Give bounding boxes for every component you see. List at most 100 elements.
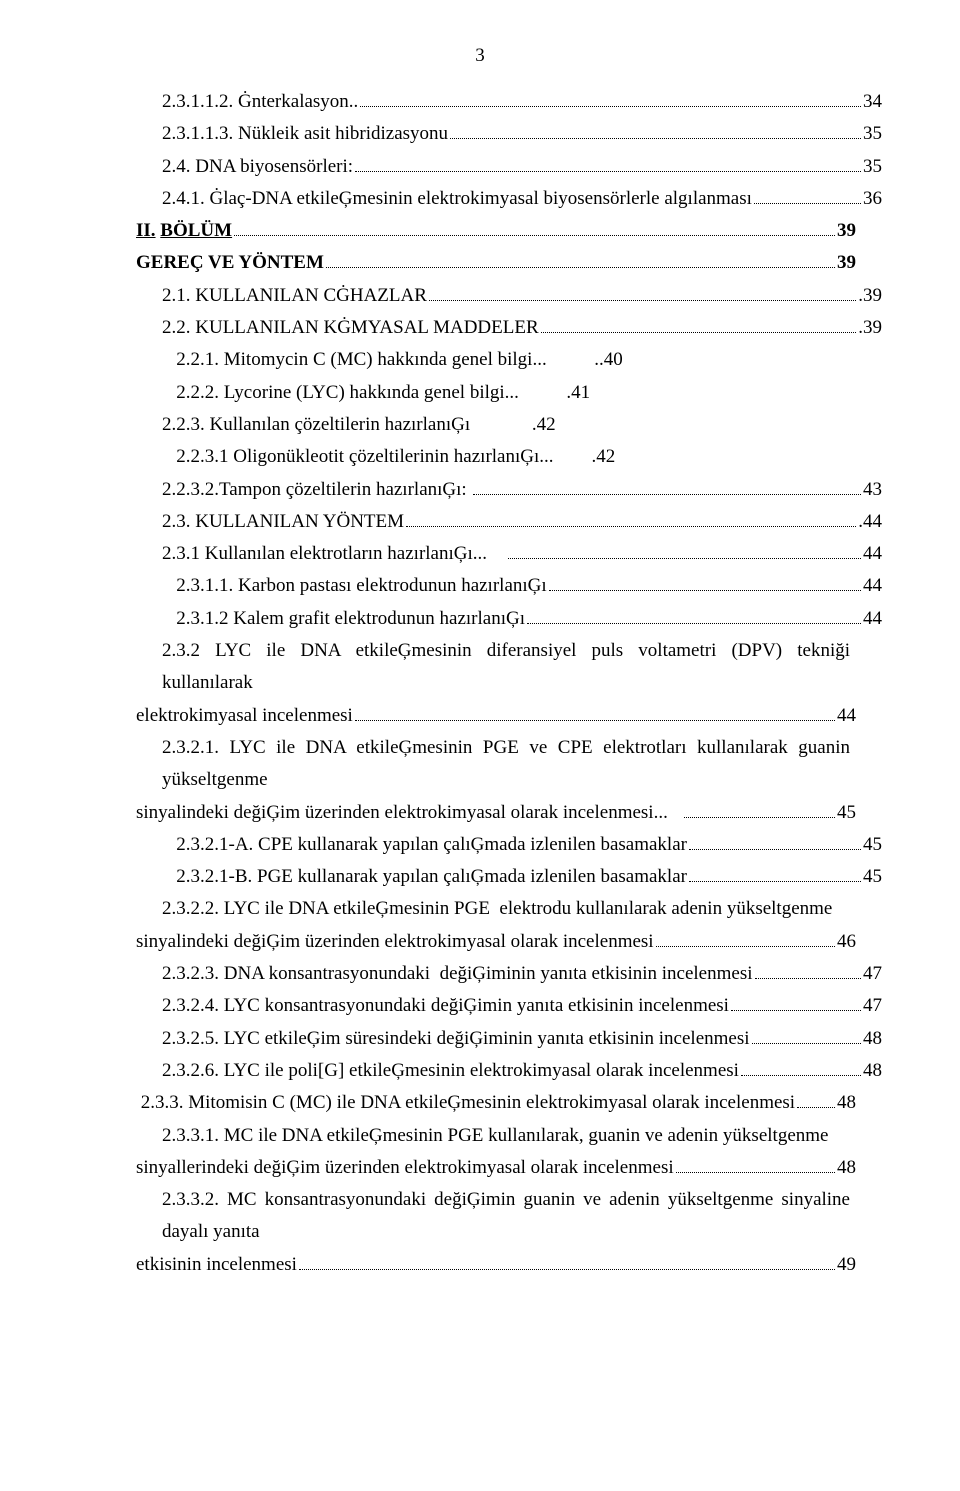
toc-dots	[754, 203, 861, 204]
toc-text: 2.3.2.6. LYC ile poli[G] etkileĢmesinin …	[162, 1055, 739, 1087]
toc-dots	[676, 1172, 835, 1173]
toc-text: II. BÖLÜM	[136, 215, 232, 247]
toc-dots	[299, 1269, 835, 1270]
toc-dots	[355, 720, 835, 721]
toc-line: 2.3.3.1. MC ile DNA etkileĢmesinin PGE k…	[130, 1120, 850, 1152]
toc-page: 43	[863, 474, 882, 506]
toc-line: 2.1. KULLANILAN CĠHAZLAR .39	[130, 280, 882, 312]
toc-text: 2.3.2.1-A. CPE kullanarak yapılan çalıĢm…	[162, 829, 687, 861]
toc-text: 2.3.1.1.3. Nükleik asit hibridizasyonu	[162, 118, 448, 150]
toc-dots	[731, 1010, 861, 1011]
toc-dots	[406, 526, 856, 527]
toc-dots	[656, 946, 835, 947]
toc-text: sinyalindeki değiĢim üzerinden elektroki…	[136, 797, 682, 829]
toc-text: 2.2.3.1 Oligonükleotit çözeltilerinin ha…	[162, 441, 615, 473]
toc-line: 2.2.3.2.Tampon çözeltilerin hazırlanıĢı:…	[130, 474, 882, 506]
page: 3 2.3.1.1.2. Ġnterkalasyon..342.3.1.1.3.…	[0, 0, 960, 1491]
toc-text: 2.3.1.1. Karbon pastası elektrodunun haz…	[162, 570, 547, 602]
toc-text: sinyalindeki değiĢim üzerinden elektroki…	[136, 926, 654, 958]
toc-text: 2.3.1.1.2. Ġnterkalasyon..	[162, 86, 358, 118]
toc-page: .39	[858, 312, 882, 344]
toc-page: 48	[837, 1152, 856, 1184]
toc-text: etkisinin incelenmesi	[136, 1249, 297, 1281]
toc-line: 2.4. DNA biyosensörleri: 35	[130, 151, 882, 183]
toc-text: GEREÇ VE YÖNTEM	[136, 247, 324, 279]
toc-page: 45	[863, 861, 882, 893]
toc-line: 2.2.3.1 Oligonükleotit çözeltilerinin ha…	[130, 441, 882, 473]
toc-line: 2.3.1.1.2. Ġnterkalasyon.. 34	[130, 86, 882, 118]
page-number: 3	[475, 40, 485, 72]
toc-line: 2.3.3. Mitomisin C (MC) ile DNA etkileĢm…	[130, 1087, 856, 1119]
toc-line: 2.3.3.2. MC konsantrasyonundaki değiĢimi…	[130, 1184, 850, 1249]
toc-line: 2.3.2.1. LYC ile DNA etkileĢmesinin PGE …	[130, 732, 850, 797]
toc-dots	[684, 817, 835, 818]
toc-page: 49	[837, 1249, 856, 1281]
toc-dots	[689, 849, 861, 850]
toc-line: sinyalindeki değiĢim üzerinden elektroki…	[130, 797, 856, 829]
toc-page: 44	[863, 570, 882, 602]
toc-page: 36	[863, 183, 882, 215]
toc-page: 48	[863, 1023, 882, 1055]
toc-page: 39	[837, 247, 856, 279]
toc-text: 2.3.2.1-B. PGE kullanarak yapılan çalıĢm…	[162, 861, 687, 893]
toc-dots	[755, 978, 862, 979]
toc-line: 2.3.1.1.3. Nükleik asit hibridizasyonu 35	[130, 118, 882, 150]
toc-line: 2.3.1.1. Karbon pastası elektrodunun haz…	[130, 570, 882, 602]
toc-page: 44	[863, 538, 882, 570]
toc-text: elektrokimyasal incelenmesi	[136, 700, 353, 732]
toc-dots	[508, 558, 861, 559]
toc-page: 39	[837, 215, 856, 247]
toc-text: 2.3. KULLANILAN YÖNTEM	[162, 506, 404, 538]
toc-dots	[326, 267, 835, 268]
toc-text: 2.3.2.3. DNA konsantrasyonundaki değiĢim…	[162, 958, 753, 990]
toc-dots	[429, 300, 856, 301]
toc-line: 2.3.2.2. LYC ile DNA etkileĢmesinin PGE …	[130, 893, 882, 925]
toc-text: 2.3.3. Mitomisin C (MC) ile DNA etkileĢm…	[136, 1087, 795, 1119]
toc-line: 2.3.2.5. LYC etkileĢim süresindeki değiĢ…	[130, 1023, 882, 1055]
toc-page: .44	[858, 506, 882, 538]
toc-page: 35	[863, 118, 882, 150]
toc-dots	[541, 332, 857, 333]
toc-page: 46	[837, 926, 856, 958]
toc-line: etkisinin incelenmesi 49	[130, 1249, 856, 1281]
toc-line: 2.3. KULLANILAN YÖNTEM .44	[130, 506, 882, 538]
toc-text: 2.2.3.2.Tampon çözeltilerin hazırlanıĢı:	[162, 474, 471, 506]
toc-dots	[741, 1075, 861, 1076]
toc-dots	[527, 623, 861, 624]
toc-page: .39	[858, 280, 882, 312]
toc-page: 45	[837, 797, 856, 829]
toc-line: 2.3.1.2 Kalem grafit elektrodunun hazırl…	[130, 603, 882, 635]
toc-page: 44	[863, 603, 882, 635]
toc-dots	[689, 881, 861, 882]
toc-text: 2.4.1. Ġlaç-DNA etkileĢmesinin elektroki…	[162, 183, 752, 215]
toc-line: 2.2.1. Mitomycin C (MC) hakkında genel b…	[130, 344, 882, 376]
toc-dots	[360, 106, 861, 107]
toc-text: 2.2.3. Kullanılan çözeltilerin hazırlanı…	[162, 409, 556, 441]
toc-dots	[752, 1043, 861, 1044]
toc-line: 2.4.1. Ġlaç-DNA etkileĢmesinin elektroki…	[130, 183, 882, 215]
toc-line: 2.3.2 LYC ile DNA etkileĢmesinin diferan…	[130, 635, 850, 700]
toc-text: sinyallerindeki değiĢim üzerinden elektr…	[136, 1152, 674, 1184]
toc-content: 2.3.1.1.2. Ġnterkalasyon..342.3.1.1.3. N…	[130, 50, 850, 1281]
toc-dots	[355, 171, 861, 172]
toc-line: II. BÖLÜM 39	[130, 215, 856, 247]
toc-page: 45	[863, 829, 882, 861]
toc-text: 2.3.1 Kullanılan elektrotların hazırlanı…	[162, 538, 506, 570]
toc-line: 2.3.2.1-B. PGE kullanarak yapılan çalıĢm…	[130, 861, 882, 893]
toc-dots	[797, 1107, 835, 1108]
toc-dots	[549, 590, 861, 591]
toc-line: 2.2.2. Lycorine (LYC) hakkında genel bil…	[130, 377, 882, 409]
toc-line: GEREÇ VE YÖNTEM 39	[130, 247, 856, 279]
toc-text: 2.3.1.2 Kalem grafit elektrodunun hazırl…	[162, 603, 525, 635]
toc-text: 2.1. KULLANILAN CĠHAZLAR	[162, 280, 427, 312]
toc-line: 2.3.2.1-A. CPE kullanarak yapılan çalıĢm…	[130, 829, 882, 861]
toc-line: 2.3.2.6. LYC ile poli[G] etkileĢmesinin …	[130, 1055, 882, 1087]
toc-text: 2.2.1. Mitomycin C (MC) hakkında genel b…	[162, 344, 623, 376]
toc-page: 34	[863, 86, 882, 118]
toc-dots	[450, 138, 861, 139]
toc-page: 48	[863, 1055, 882, 1087]
toc-line: 2.2. KULLANILAN KĠMYASAL MADDELER .39	[130, 312, 882, 344]
toc-line: elektrokimyasal incelenmesi44	[130, 700, 856, 732]
toc-text: 2.2.2. Lycorine (LYC) hakkında genel bil…	[162, 377, 590, 409]
toc-page: 47	[863, 958, 882, 990]
